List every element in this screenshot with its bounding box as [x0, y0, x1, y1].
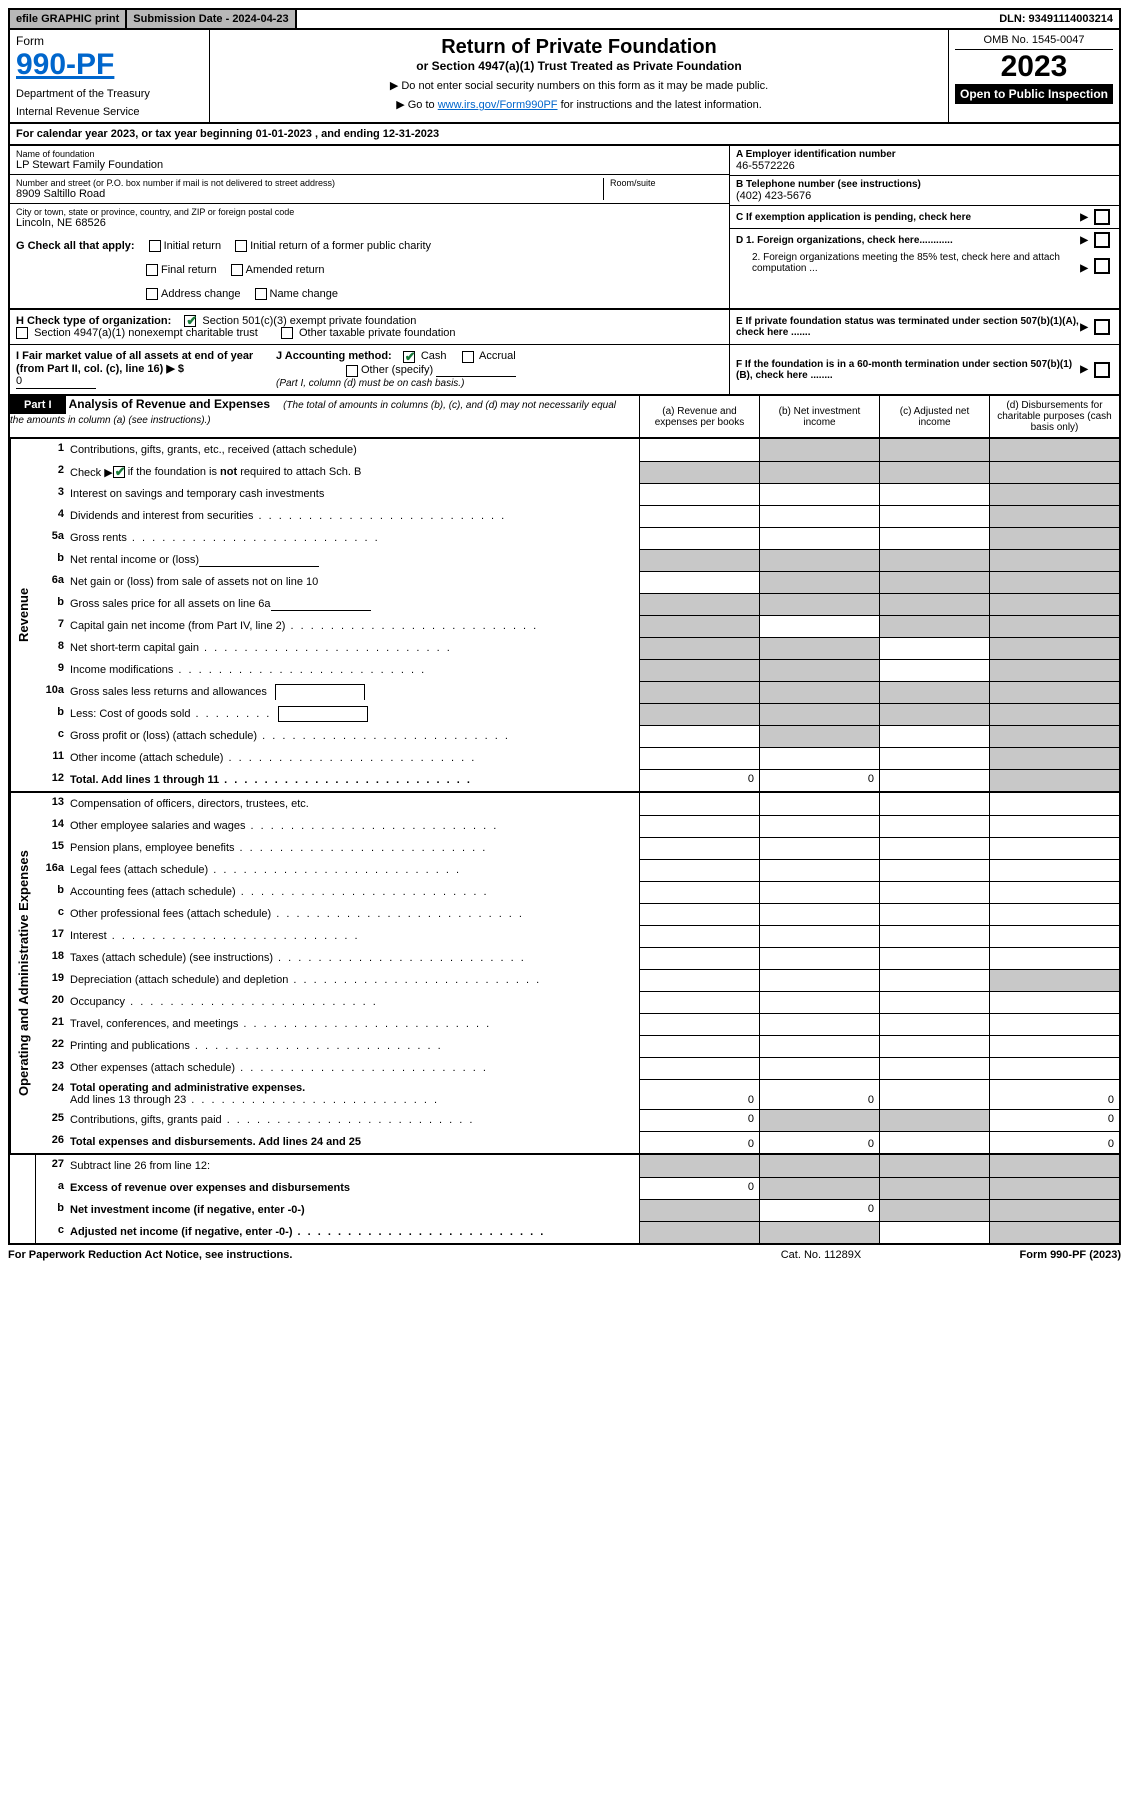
- instr-2: ▶ Go to www.irs.gov/Form990PF for instru…: [220, 98, 938, 111]
- part1-title: Analysis of Revenue and Expenses: [69, 397, 270, 411]
- col-a-header: (a) Revenue and expenses per books: [639, 396, 759, 437]
- name-change-checkbox[interactable]: [255, 288, 267, 300]
- g-row: G Check all that apply: Initial return I…: [10, 232, 729, 308]
- opex-vlabel: Operating and Administrative Expenses: [10, 793, 36, 1153]
- form-footer-label: Form 990-PF (2023): [921, 1249, 1121, 1261]
- i-j-row: I Fair market value of all assets at end…: [10, 345, 729, 394]
- initial-return-checkbox[interactable]: [149, 240, 161, 252]
- top-bar: efile GRAPHIC print Submission Date - 20…: [8, 8, 1121, 30]
- open-to-public: Open to Public Inspection: [955, 84, 1113, 104]
- form-title: Return of Private Foundation: [220, 36, 938, 59]
- address-cell: Number and street (or P.O. box number if…: [10, 175, 729, 204]
- cat-no: Cat. No. 11289X: [721, 1249, 921, 1261]
- status-terminated-checkbox[interactable]: [1094, 319, 1110, 335]
- h-i-j-block: H Check type of organization: Section 50…: [8, 310, 1121, 396]
- exemption-pending-checkbox[interactable]: [1094, 209, 1110, 225]
- header-right: OMB No. 1545-0047 2023 Open to Public In…: [949, 30, 1119, 122]
- part1-bar: Part I: [10, 396, 66, 414]
- col-b-header: (b) Net investment income: [759, 396, 879, 437]
- sixty-month-checkbox[interactable]: [1094, 362, 1110, 378]
- foreign-org-checkbox[interactable]: [1094, 232, 1110, 248]
- col-d-header: (d) Disbursements for charitable purpose…: [989, 396, 1119, 437]
- revenue-vlabel: Revenue: [10, 439, 36, 791]
- instructions-link[interactable]: www.irs.gov/Form990PF: [438, 99, 558, 111]
- col-c-header: (c) Adjusted net income: [879, 396, 989, 437]
- dln: DLN: 93491114003214: [993, 10, 1119, 28]
- footer: For Paperwork Reduction Act Notice, see …: [8, 1245, 1121, 1261]
- other-taxable-checkbox[interactable]: [281, 327, 293, 339]
- revenue-section: Revenue 1Contributions, gifts, grants, e…: [8, 439, 1121, 793]
- dept-treasury: Department of the Treasury: [16, 88, 203, 100]
- s501c3-checkbox[interactable]: [184, 315, 196, 327]
- foreign-85-checkbox[interactable]: [1094, 258, 1110, 274]
- form-number-link[interactable]: 990-PF: [16, 48, 114, 81]
- h-row: H Check type of organization: Section 50…: [10, 310, 729, 344]
- c-cell: C If exemption application is pending, c…: [730, 206, 1119, 229]
- tax-year: 2023: [955, 50, 1113, 84]
- form-subtitle: or Section 4947(a)(1) Trust Treated as P…: [220, 59, 938, 73]
- form-label: Form: [16, 34, 203, 48]
- other-accounting-checkbox[interactable]: [346, 365, 358, 377]
- paperwork-notice: For Paperwork Reduction Act Notice, see …: [8, 1249, 721, 1261]
- s4947-checkbox[interactable]: [16, 327, 28, 339]
- f-row: F If the foundation is in a 60-month ter…: [729, 345, 1119, 394]
- schb-checkbox[interactable]: [113, 466, 125, 478]
- ein-cell: A Employer identification number 46-5572…: [730, 146, 1119, 176]
- amended-return-checkbox[interactable]: [231, 264, 243, 276]
- foundation-info: Name of foundation LP Stewart Family Fou…: [8, 146, 1121, 310]
- line27-section: 27Subtract line 26 from line 12: aExcess…: [8, 1155, 1121, 1245]
- header-center: Return of Private Foundation or Section …: [210, 30, 949, 122]
- submission-date: Submission Date - 2024-04-23: [127, 10, 296, 28]
- calendar-year-row: For calendar year 2023, or tax year begi…: [8, 124, 1121, 146]
- cash-checkbox[interactable]: [403, 351, 415, 363]
- form-header: Form 990-PF Department of the Treasury I…: [8, 30, 1121, 124]
- address-change-checkbox[interactable]: [146, 288, 158, 300]
- omb-number: OMB No. 1545-0047: [955, 34, 1113, 50]
- irs-label: Internal Revenue Service: [16, 106, 203, 118]
- instr-1: ▶ Do not enter social security numbers o…: [220, 79, 938, 92]
- final-return-checkbox[interactable]: [146, 264, 158, 276]
- opex-section: Operating and Administrative Expenses 13…: [8, 793, 1121, 1155]
- fmv-input[interactable]: 0: [16, 375, 96, 389]
- name-cell: Name of foundation LP Stewart Family Fou…: [10, 146, 729, 175]
- initial-former-checkbox[interactable]: [235, 240, 247, 252]
- efile-label[interactable]: efile GRAPHIC print: [10, 10, 127, 28]
- e-row: E If private foundation status was termi…: [729, 310, 1119, 344]
- d-cell: D 1. Foreign organizations, check here..…: [730, 229, 1119, 277]
- phone-cell: B Telephone number (see instructions) (4…: [730, 176, 1119, 206]
- accrual-checkbox[interactable]: [462, 351, 474, 363]
- part1-header: Part I Analysis of Revenue and Expenses …: [8, 396, 1121, 439]
- city-cell: City or town, state or province, country…: [10, 204, 729, 232]
- g-label: G Check all that apply:: [16, 240, 135, 252]
- header-left: Form 990-PF Department of the Treasury I…: [10, 30, 210, 122]
